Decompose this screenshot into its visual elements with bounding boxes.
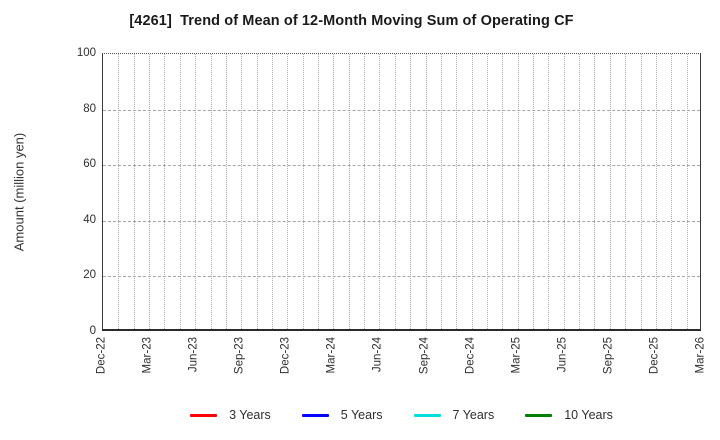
y-tick-label: 80 <box>83 102 96 115</box>
gridline-vertical <box>210 54 212 329</box>
plot-area <box>102 53 701 331</box>
gridline-vertical <box>195 54 197 329</box>
gridline-vertical <box>348 54 350 329</box>
gridline-vertical <box>364 54 366 329</box>
gridline-vertical <box>179 54 181 329</box>
x-tick-label: Mar-25 <box>510 337 523 374</box>
x-tick-label: Mar-23 <box>141 337 154 374</box>
legend-line-swatch <box>301 413 329 417</box>
x-tick-label: Mar-26 <box>694 337 707 374</box>
x-tick-label: Dec-23 <box>279 337 292 375</box>
x-tick-label: Dec-25 <box>648 337 661 375</box>
gridline-vertical <box>225 54 227 329</box>
gridline-vertical <box>241 54 243 329</box>
gridline-horizontal <box>103 165 700 167</box>
legend-item: 10 Years <box>525 408 613 422</box>
x-tick-label: Jun-24 <box>371 337 384 373</box>
gridline-vertical <box>625 54 627 329</box>
gridline-vertical <box>671 54 673 329</box>
gridline-vertical <box>686 54 688 329</box>
gridline-vertical <box>609 54 611 329</box>
gridline-vertical <box>133 54 135 329</box>
legend-line-swatch <box>525 413 553 417</box>
gridline-vertical <box>533 54 535 329</box>
gridline-vertical <box>164 54 166 329</box>
x-tick-label: Mar-24 <box>325 337 338 374</box>
gridline-vertical <box>425 54 427 329</box>
legend: 3 Years 5 Years 7 Years 10 Years <box>102 402 701 428</box>
gridline-vertical <box>563 54 565 329</box>
gridline-vertical <box>318 54 320 329</box>
x-tick-label: Sep-24 <box>418 337 431 375</box>
legend-item: 3 Years <box>190 408 271 422</box>
legend-item: 7 Years <box>413 408 495 422</box>
gridline-vertical <box>579 54 581 329</box>
gridline-vertical <box>256 54 258 329</box>
gridline-vertical <box>333 54 335 329</box>
gridline-vertical <box>655 54 657 329</box>
x-tick-label: Jun-23 <box>187 337 200 373</box>
legend-line-swatch <box>413 413 441 417</box>
legend-line-swatch <box>190 413 218 417</box>
gridline-vertical <box>149 54 151 329</box>
gridline-vertical <box>486 54 488 329</box>
gridline-vertical <box>548 54 550 329</box>
gridline-vertical <box>379 54 381 329</box>
y-axis-label: Amount (million yen) <box>11 132 27 252</box>
legend-label: 7 Years <box>452 408 495 422</box>
gridline-vertical <box>271 54 273 329</box>
gridline-horizontal <box>103 276 700 278</box>
x-tick-label: Sep-23 <box>233 337 246 375</box>
x-tick-label: Jun-25 <box>556 337 569 373</box>
x-tick-label: Dec-24 <box>464 337 477 375</box>
gridline-vertical <box>594 54 596 329</box>
legend-label: 5 Years <box>340 408 383 422</box>
gridline-vertical <box>517 54 519 329</box>
y-tick-label: 0 <box>89 325 96 337</box>
y-tick-label: 20 <box>83 269 96 282</box>
gridline-vertical <box>502 54 504 329</box>
gridline-vertical <box>471 54 473 329</box>
gridline-vertical <box>302 54 304 329</box>
gridline-vertical <box>287 54 289 329</box>
y-tick-label: 100 <box>76 47 96 59</box>
x-tick-label: Dec-22 <box>95 337 108 375</box>
gridline-horizontal <box>103 109 700 111</box>
gridline-vertical <box>118 54 120 329</box>
x-tick-label: Sep-25 <box>602 337 615 375</box>
legend-label: 3 Years <box>229 408 271 422</box>
gridline-vertical <box>640 54 642 329</box>
y-tick-label: 60 <box>83 158 96 171</box>
gridline-vertical <box>440 54 442 329</box>
legend-item: 5 Years <box>301 408 383 422</box>
legend-label: 10 Years <box>564 408 613 422</box>
gridline-horizontal <box>103 220 700 222</box>
y-tick-label: 40 <box>83 213 96 226</box>
chart-title: [4261] Trend of Mean of 12-Month Moving … <box>129 13 574 29</box>
gridline-vertical <box>394 54 396 329</box>
gridline-vertical <box>456 54 458 329</box>
gridline-vertical <box>410 54 412 329</box>
